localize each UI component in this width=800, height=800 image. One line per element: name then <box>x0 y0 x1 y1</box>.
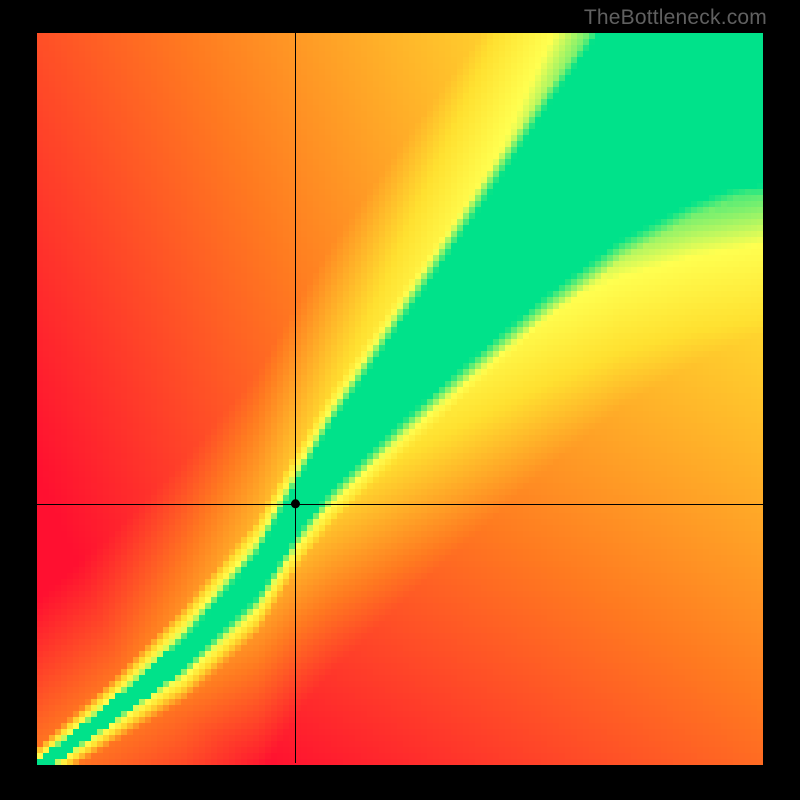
watermark-text: TheBottleneck.com <box>584 6 767 30</box>
bottleneck-heatmap <box>0 0 800 800</box>
chart-stage: TheBottleneck.com <box>0 0 800 800</box>
